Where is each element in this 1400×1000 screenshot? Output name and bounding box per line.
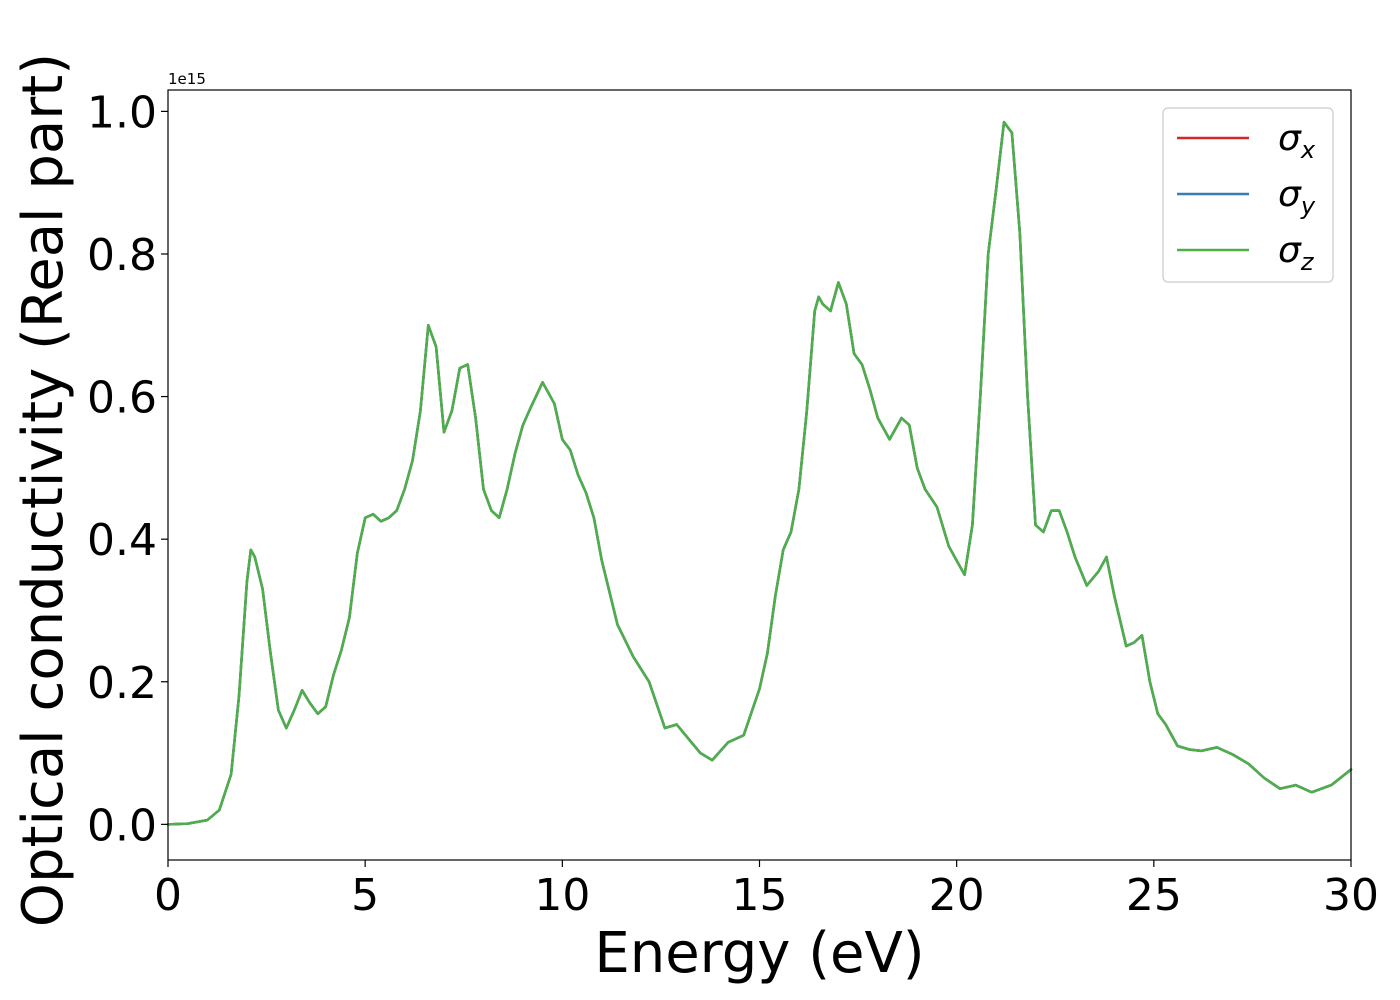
x-tick-label: 10 [534,870,590,921]
legend-item-z: σz [1177,230,1315,276]
legend-item-x: σx [1177,118,1316,164]
legend: σx σy σz [1162,107,1334,283]
y-tick-label: 0.0 [87,800,157,851]
y-tick-label: 1.0 [87,87,157,138]
legend-label: σy [1278,174,1316,220]
series-layer [166,120,1353,826]
y-tick-label: 0.2 [87,658,157,709]
legend-item-y: σy [1177,174,1316,220]
x-tick-label: 0 [154,870,182,921]
y-offset-text: 1e15 [168,70,206,88]
x-axis-label: Energy (eV) [594,921,924,986]
x-tick-label: 25 [1126,870,1182,921]
y-tick-label: 0.4 [87,515,157,566]
legend-label: σx [1278,118,1316,164]
legend-label: σz [1278,230,1315,276]
y-tick-label: 0.6 [87,373,157,424]
y-axis: 0.0 0.2 0.4 0.6 0.8 1.0 [87,87,168,851]
y-axis-label: Optical conductivity (Real part) [11,53,76,927]
x-tick-label: 30 [1323,870,1379,921]
series-line-z [166,120,1353,826]
x-tick-label: 20 [929,870,985,921]
y-tick-label: 0.8 [87,230,157,281]
x-tick-label: 5 [351,870,379,921]
x-tick-label: 15 [732,870,788,921]
x-axis: 0 5 10 15 20 25 30 [154,860,1379,921]
